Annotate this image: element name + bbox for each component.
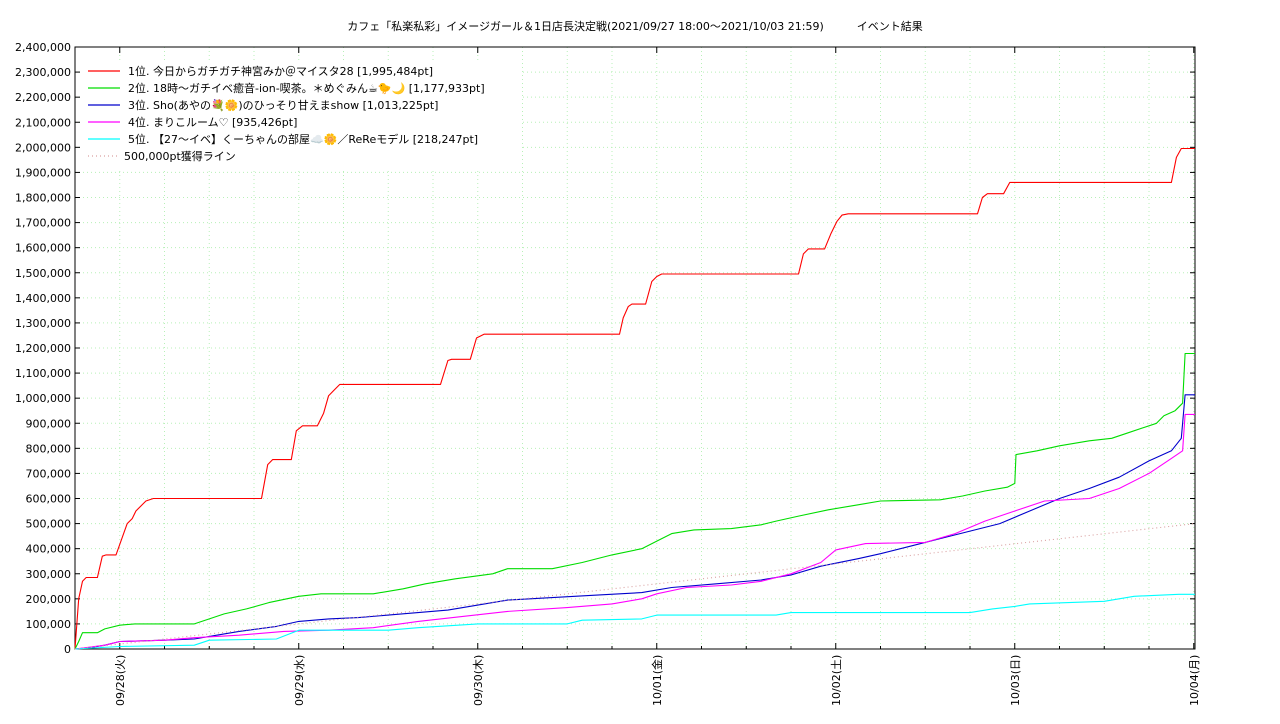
- y-tick-label: 1,700,000: [15, 217, 71, 230]
- series-line-5: [74, 593, 1195, 650]
- y-tick-label: 1,100,000: [15, 367, 71, 380]
- plot-frame: [74, 46, 1196, 650]
- x-tick-label: 10/04(月): [1188, 655, 1201, 706]
- y-tick-label: 700,000: [26, 467, 72, 480]
- chart-title: カフェ「私楽私彩」イメージガール＆1日店長決定戦(2021/09/27 18:0…: [347, 19, 923, 33]
- x-tick-label: 09/28(火): [114, 655, 127, 706]
- y-tick-label: 1,500,000: [15, 267, 71, 280]
- y-tick-label: 600,000: [26, 493, 72, 506]
- y-tick-label: 1,000,000: [15, 392, 71, 405]
- series-line-6: [74, 523, 1196, 650]
- y-tick-label: 2,100,000: [15, 116, 71, 129]
- legend-label: 2位. 18時〜ガチイベ癒音-ion-喫茶。＊めぐみん☕🐤🌙 [1,177,93…: [128, 81, 485, 95]
- y-tick-label: 500,000: [26, 518, 72, 531]
- series-line-1: [74, 147, 1195, 650]
- y-tick-label: 300,000: [26, 568, 72, 581]
- y-tick-label: 800,000: [26, 442, 72, 455]
- y-tick-label: 200,000: [26, 593, 72, 606]
- legend-label: 3位. Sho(あやの💐🌼)のひっそり甘えまshow [1,013,225pt]: [128, 98, 438, 112]
- legend-box: [80, 60, 520, 170]
- y-tick-label: 2,400,000: [15, 41, 71, 54]
- y-tick-label: 100,000: [26, 618, 72, 631]
- x-tick-label: 09/30(木): [472, 655, 485, 706]
- y-tick-label: 1,800,000: [15, 192, 71, 205]
- y-tick-label: 400,000: [26, 543, 72, 556]
- y-tick-label: 2,200,000: [15, 91, 71, 104]
- y-tick-label: 1,400,000: [15, 292, 71, 305]
- x-tick-label: 10/01(金): [650, 655, 664, 706]
- y-tick-label: 0: [64, 643, 71, 656]
- y-tick-label: 900,000: [26, 417, 72, 430]
- legend-label: 500,000pt獲得ライン: [124, 150, 236, 163]
- series-lines: [74, 147, 1196, 650]
- y-tick-label: 1,600,000: [15, 242, 71, 255]
- series-line-4: [74, 413, 1195, 650]
- x-tick-label: 10/02(土): [830, 655, 843, 706]
- x-tick-label: 09/29(水): [293, 655, 306, 706]
- legend-label: 4位. まりこルーム♡ [935,426pt]: [128, 115, 297, 129]
- y-tick-label: 1,900,000: [15, 166, 71, 179]
- axes: 0 100,000 200,000 300,000 400,000 500,000 600,…: [15, 41, 1201, 706]
- series-line-2: [74, 352, 1195, 650]
- legend: 1位. 今日からガチガチ神宮みか＠マイスタ28 [1,995,484pt] 2位.…: [80, 60, 520, 170]
- x-tick-label: 10/03(日): [1009, 655, 1022, 706]
- legend-label: 5位. 【27〜イベ】くーちゃんの部屋☁️🌼／ReReモデル [218,247p…: [128, 132, 478, 146]
- legend-label: 1位. 今日からガチガチ神宮みか＠マイスタ28 [1,995,484pt]: [128, 64, 433, 78]
- y-tick-label: 2,000,000: [15, 141, 71, 154]
- y-tick-label: 2,300,000: [15, 66, 71, 79]
- series-line-3: [74, 394, 1195, 650]
- y-tick-label: 1,300,000: [15, 317, 71, 330]
- y-tick-label: 1,200,000: [15, 342, 71, 355]
